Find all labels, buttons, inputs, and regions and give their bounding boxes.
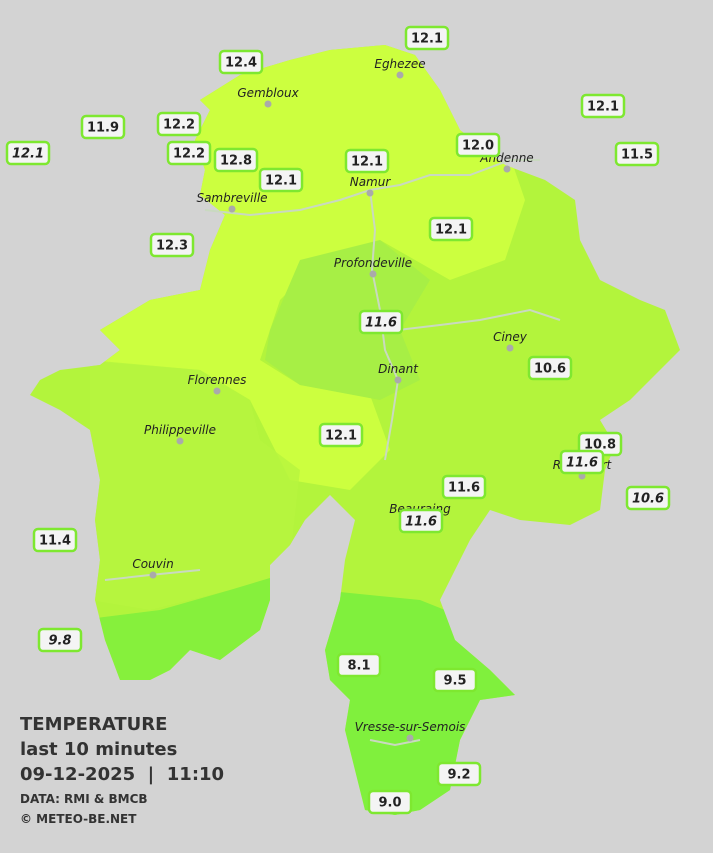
station-value: 10.8 (584, 438, 616, 453)
station-box (436, 761, 482, 787)
station-value: 11.4 (39, 534, 71, 549)
station-value: 12.1 (265, 174, 297, 189)
station-box (149, 232, 195, 258)
station-box (218, 49, 264, 75)
station-box (625, 485, 671, 511)
station-box (367, 789, 413, 815)
city-dot (176, 437, 184, 445)
city-dot (506, 344, 514, 352)
station-box (344, 148, 390, 174)
station-box (432, 667, 478, 693)
city-label: Namur (350, 175, 392, 189)
station-value: 12.1 (351, 155, 383, 170)
station-value: 12.1 (12, 147, 44, 162)
city-label: Florennes (188, 373, 247, 387)
station-box (527, 355, 573, 381)
station-value: 12.1 (411, 32, 443, 47)
city-label: Profondeville (334, 256, 412, 270)
city-dot (369, 270, 377, 278)
city-dot (406, 734, 414, 742)
station-box (336, 652, 382, 678)
station-value: 9.0 (378, 796, 401, 811)
station-value: 8.1 (347, 659, 370, 674)
station-value: 12.2 (163, 118, 195, 133)
station-value: 12.0 (462, 139, 494, 154)
station-value: 11.6 (405, 515, 437, 530)
legend-title: TEMPERATURE (20, 714, 167, 735)
city-dot (213, 387, 221, 395)
legend-copyright: © METEO-BE.NET (20, 812, 137, 826)
station-box (358, 309, 404, 335)
city-label: Eghezee (374, 57, 425, 71)
station-box (559, 449, 605, 475)
station-box (80, 114, 126, 140)
city-label: Vresse-sur-Semois (355, 720, 466, 734)
city-label: Ciney (493, 330, 528, 344)
station-value: 9.2 (447, 768, 470, 783)
station-box (614, 141, 660, 167)
station-box (428, 216, 474, 242)
station-value: 12.8 (220, 154, 252, 169)
city-label: Couvin (132, 557, 173, 571)
station-box (32, 527, 78, 553)
city-dot (228, 205, 236, 213)
station-box (37, 627, 83, 653)
station-box (580, 93, 626, 119)
legend-datetime: 09-12-2025 | 11:10 (20, 764, 224, 785)
city-dot (366, 189, 374, 197)
city-label: Sambreville (196, 191, 267, 205)
city-label: Dinant (378, 362, 419, 376)
city-dot (149, 571, 157, 579)
station-value: 10.6 (534, 362, 566, 377)
city-dot (264, 100, 272, 108)
stations: 12.1 12.4 12.1 11.9 12.2 12.1 12.2 12.8 12.1 12.0… (5, 25, 671, 815)
station-value: 11.5 (621, 148, 653, 163)
station-box (166, 140, 212, 166)
station-box (213, 147, 259, 173)
station-value: 11.6 (566, 456, 598, 471)
legend-subtitle: last 10 minutes (20, 739, 177, 760)
city-dot (503, 165, 511, 173)
legend: TEMPERATURE last 10 minutes 09-12-2025 |… (20, 714, 224, 826)
station-value: 12.4 (225, 56, 257, 71)
station-value: 12.1 (435, 223, 467, 238)
station-value: 9.8 (48, 634, 71, 649)
station-box (5, 140, 51, 166)
city-label: Philippeville (144, 423, 216, 437)
city-dot (394, 376, 402, 384)
station-value: 12.1 (587, 100, 619, 115)
station-box (441, 474, 487, 500)
station-box (156, 111, 202, 137)
station-box (398, 508, 444, 534)
station-value: 12.1 (325, 429, 357, 444)
station-value: 12.2 (173, 147, 205, 162)
station-value: 11.6 (365, 316, 397, 331)
station-value: 11.6 (448, 481, 480, 496)
station-box (258, 167, 304, 193)
station-box (318, 422, 364, 448)
legend-source: DATA: RMI & BMCB (20, 792, 148, 806)
station-value: 11.9 (87, 121, 119, 136)
station-value: 9.5 (443, 674, 466, 689)
station-value: 12.3 (156, 239, 188, 254)
city-label: Gembloux (237, 86, 299, 100)
station-value: 10.6 (632, 492, 664, 507)
station-box (404, 25, 450, 51)
station-box (455, 132, 501, 158)
city-dot (396, 71, 404, 79)
